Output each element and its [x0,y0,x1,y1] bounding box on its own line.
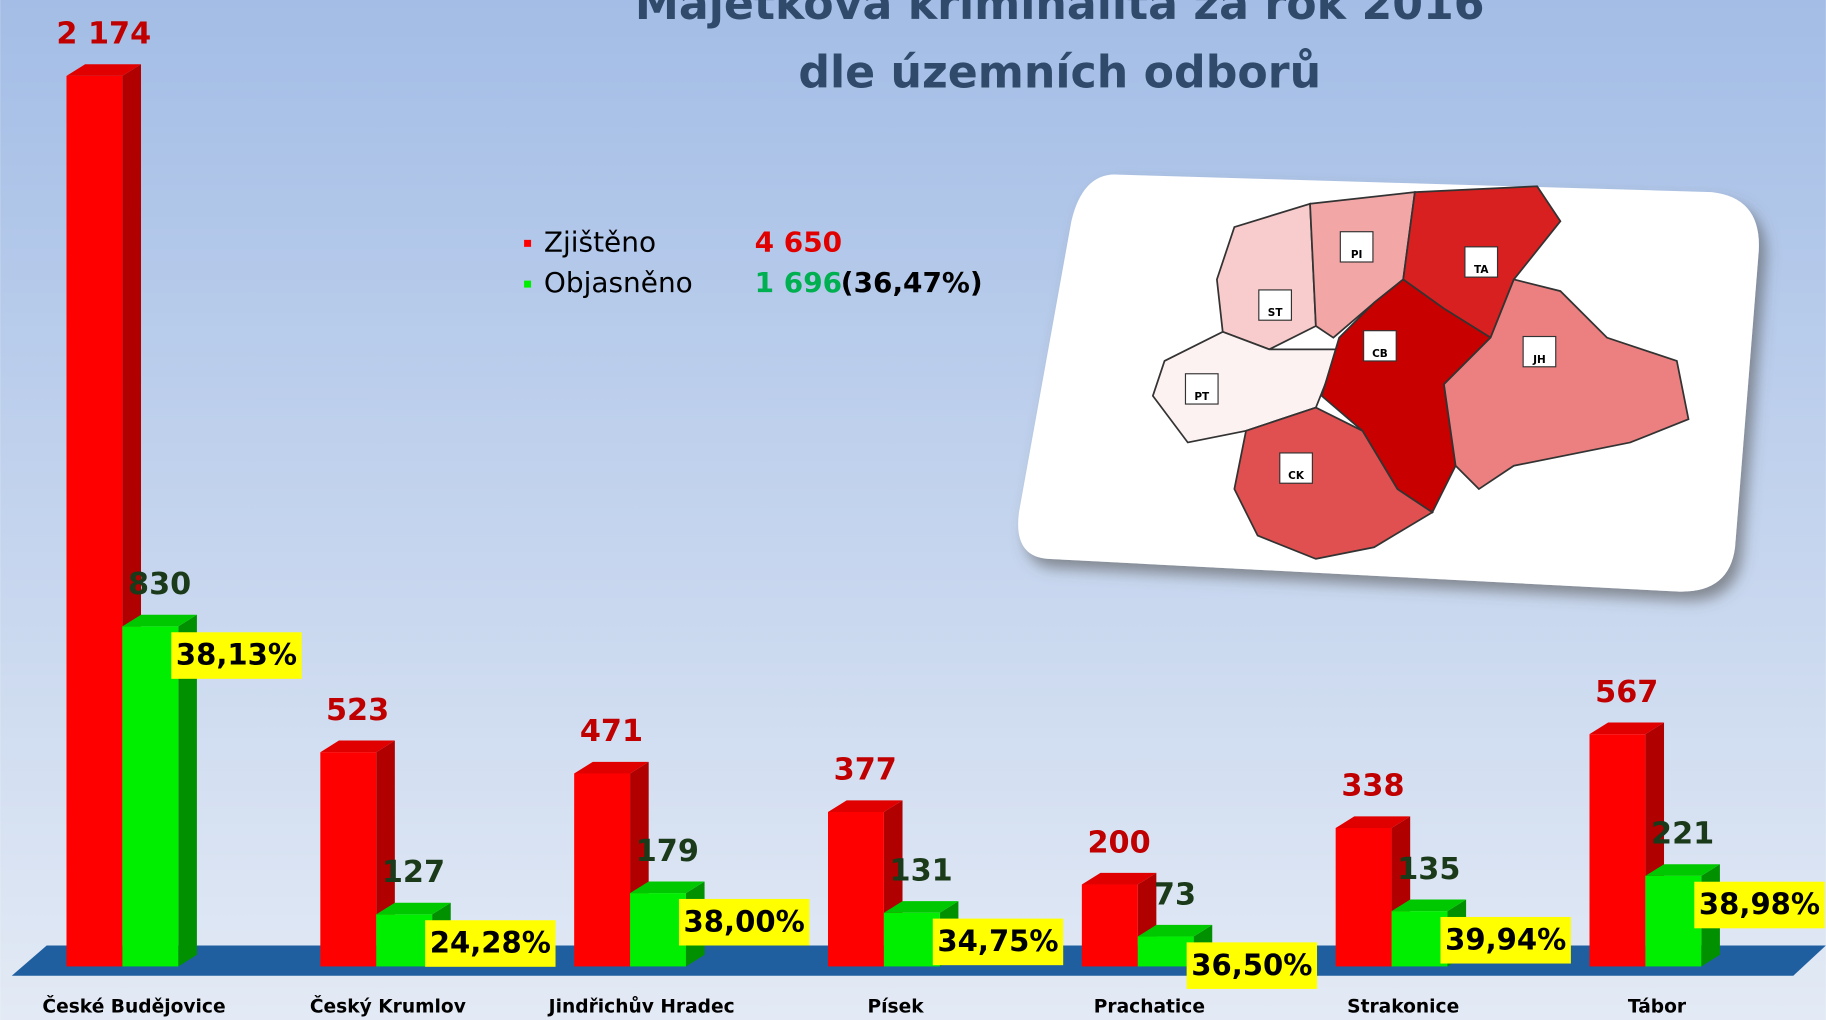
data-label: 179 [636,834,699,869]
x-tick-label: Tábor [1628,997,1687,1018]
region [1443,278,1690,491]
bar-top [376,902,451,915]
rate-box [1694,881,1825,929]
rate-label: 38,98% [1699,887,1820,921]
x-tick-label: Strakonice [1347,997,1459,1018]
legend-swatch [524,280,532,288]
bar [122,626,179,967]
rate-label: 38,00% [684,904,805,938]
map-badge [1522,335,1557,368]
rate-label: 24,28% [430,926,551,960]
rate-box [1440,916,1571,964]
bar [1335,827,1392,967]
map-label: PI [1351,249,1363,261]
legend-label: Zjištěno [544,225,656,258]
bar-top [828,800,903,812]
bar-top [1645,864,1720,876]
bar-side [178,614,197,967]
map-badge [1279,452,1313,484]
rate-label: 36,50% [1191,948,1312,982]
chart-title: dle územních odborů [798,48,1321,99]
data-label: 471 [580,714,643,749]
bar [1137,936,1194,967]
rate-label: 39,94% [1445,922,1566,956]
map-badge [1339,231,1374,263]
bar [1645,875,1702,967]
bar [320,752,377,967]
legend-rate: (36,47%) [841,266,983,299]
data-label: 523 [326,693,389,728]
data-label: 200 [1088,825,1151,860]
legend-total: 1 696 [755,266,842,299]
rate-box [171,632,302,679]
bar-top [1589,722,1665,735]
rate-box [1186,942,1318,989]
x-tick-label: Jindřichův Hradec [547,995,735,1018]
legend-swatch [524,239,532,247]
data-label: 127 [382,855,445,890]
bar-top [1081,872,1157,885]
x-tick-label: Prachatice [1094,997,1205,1018]
region [1233,406,1434,560]
bar-top [320,740,395,753]
rate-label: 34,75% [937,924,1058,958]
map-badge [1464,246,1499,278]
map-label: CB [1372,348,1388,360]
bar-top [1391,899,1467,912]
map-badge [1184,373,1219,405]
data-label: 377 [834,753,897,788]
x-tick-label: Český Krumlov [310,994,466,1018]
bar [828,811,884,967]
map-badge [1363,330,1397,362]
bar [66,75,123,967]
chart-title: Majetková kriminalita za rok 2016 [635,0,1485,30]
data-label: 338 [1341,769,1404,804]
data-label: 2 174 [56,17,151,52]
bar-top [630,881,705,894]
bar [376,914,433,967]
legend-label: Objasněno [544,266,693,299]
data-label: 73 [1154,877,1196,912]
map-label: CK [1288,470,1305,482]
bar-top [574,761,649,774]
data-label: 567 [1595,675,1658,710]
map-label: TA [1474,264,1489,276]
map-label: PT [1194,391,1210,403]
x-tick-label: Písek [867,997,924,1018]
legend-total: 4 650 [755,225,842,258]
bar-top [122,614,197,627]
data-label: 131 [890,854,953,889]
bar-top [66,64,142,76]
bar-top [1335,816,1411,828]
x-tick-label: České Budějovice [42,994,225,1018]
bar-top [1137,924,1213,937]
map-label: JH [1532,354,1546,366]
bar [574,773,631,967]
data-label: 830 [128,567,191,602]
rate-box [932,918,1064,966]
map-regions [1151,185,1690,560]
data-label: 221 [1651,817,1714,852]
rate-box [425,920,556,967]
bar [630,893,686,967]
rate-box [678,898,810,946]
map-badge [1258,289,1293,321]
bar-top [883,901,959,913]
rate-label: 38,13% [176,638,297,672]
bar [1081,884,1138,967]
bar [883,912,940,967]
map-label: ST [1268,307,1284,319]
data-label: 135 [1397,852,1460,887]
bar [1391,911,1448,967]
bar [1589,734,1646,967]
